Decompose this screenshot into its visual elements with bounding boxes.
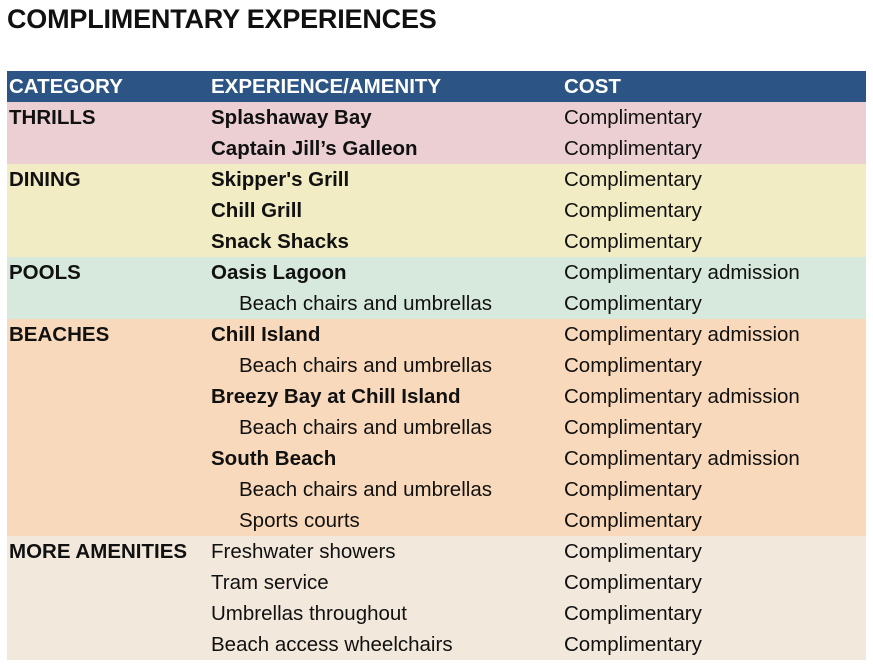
table-row: Tram service Complimentary — [7, 567, 866, 598]
header-cost: COST — [564, 74, 621, 98]
cost-cell: Complimentary admission — [564, 384, 800, 408]
table-row: Beach access wheelchairs Complimentary — [7, 629, 866, 660]
cost-cell: Complimentary — [564, 632, 702, 656]
cost-cell: Complimentary — [564, 105, 702, 129]
table-row: MORE AMENITIES Freshwater showers Compli… — [7, 536, 866, 567]
table-row: Sports courts Complimentary — [7, 505, 866, 536]
experience-cell: Beach chairs and umbrellas — [239, 415, 492, 439]
experience-cell: Beach chairs and umbrellas — [239, 353, 492, 377]
table-row: Beach chairs and umbrellas Complimentary — [7, 474, 866, 505]
table-header-row: CATEGORY EXPERIENCE/AMENITY COST — [7, 71, 866, 102]
experience-cell: Snack Shacks — [211, 229, 349, 253]
experience-cell: Beach chairs and umbrellas — [239, 291, 492, 315]
table-row: DINING Skipper's Grill Complimentary — [7, 164, 866, 195]
experience-cell: Captain Jill’s Galleon — [211, 136, 418, 160]
cost-cell: Complimentary — [564, 136, 702, 160]
category-cell: DINING — [9, 167, 81, 191]
table-row: Chill Grill Complimentary — [7, 195, 866, 226]
experience-cell: South Beach — [211, 446, 337, 470]
cost-cell: Complimentary — [564, 291, 702, 315]
experience-cell: Chill Grill — [211, 198, 303, 222]
experience-cell: Beach chairs and umbrellas — [239, 477, 492, 501]
table-row: Umbrellas throughout Complimentary — [7, 598, 866, 629]
table-row: THRILLS Splashaway Bay Complimentary — [7, 102, 866, 133]
cost-cell: Complimentary — [564, 415, 702, 439]
experiences-table: CATEGORY EXPERIENCE/AMENITY COST THRILLS… — [7, 71, 866, 660]
cost-cell: Complimentary admission — [564, 322, 800, 346]
category-cell: MORE AMENITIES — [9, 539, 188, 563]
experience-cell: Beach access wheelchairs — [211, 632, 453, 656]
header-experience: EXPERIENCE/AMENITY — [211, 74, 442, 98]
experience-cell: Sports courts — [239, 508, 360, 532]
table-row: Beach chairs and umbrellas Complimentary — [7, 350, 866, 381]
cost-cell: Complimentary — [564, 508, 702, 532]
table-row: Captain Jill’s Galleon Complimentary — [7, 133, 866, 164]
category-cell: BEACHES — [9, 322, 110, 346]
experience-cell: Tram service — [211, 570, 329, 594]
cost-cell: Complimentary admission — [564, 446, 800, 470]
cost-cell: Complimentary — [564, 601, 702, 625]
table-row: Breezy Bay at Chill Island Complimentary… — [7, 381, 866, 412]
cost-cell: Complimentary — [564, 539, 702, 563]
table-row: POOLS Oasis Lagoon Complimentary admissi… — [7, 257, 866, 288]
cost-cell: Complimentary admission — [564, 260, 800, 284]
experience-cell: Freshwater showers — [211, 539, 396, 563]
table-row: Snack Shacks Complimentary — [7, 226, 866, 257]
table-row: Beach chairs and umbrellas Complimentary — [7, 288, 866, 319]
table-row: Beach chairs and umbrellas Complimentary — [7, 412, 866, 443]
cost-cell: Complimentary — [564, 198, 702, 222]
category-cell: POOLS — [9, 260, 81, 284]
category-cell: THRILLS — [9, 105, 96, 129]
cost-cell: Complimentary — [564, 570, 702, 594]
table-row: BEACHES Chill Island Complimentary admis… — [7, 319, 866, 350]
experience-cell: Breezy Bay at Chill Island — [211, 384, 461, 408]
experience-cell: Oasis Lagoon — [211, 260, 347, 284]
cost-cell: Complimentary — [564, 229, 702, 253]
experience-cell: Umbrellas throughout — [211, 601, 407, 625]
experience-cell: Chill Island — [211, 322, 321, 346]
page-title: COMPLIMENTARY EXPERIENCES — [7, 4, 437, 34]
cost-cell: Complimentary — [564, 353, 702, 377]
cost-cell: Complimentary — [564, 477, 702, 501]
experience-cell: Splashaway Bay — [211, 105, 372, 129]
header-category: CATEGORY — [9, 74, 123, 98]
cost-cell: Complimentary — [564, 167, 702, 191]
experience-cell: Skipper's Grill — [211, 167, 350, 191]
table-row: South Beach Complimentary admission — [7, 443, 866, 474]
